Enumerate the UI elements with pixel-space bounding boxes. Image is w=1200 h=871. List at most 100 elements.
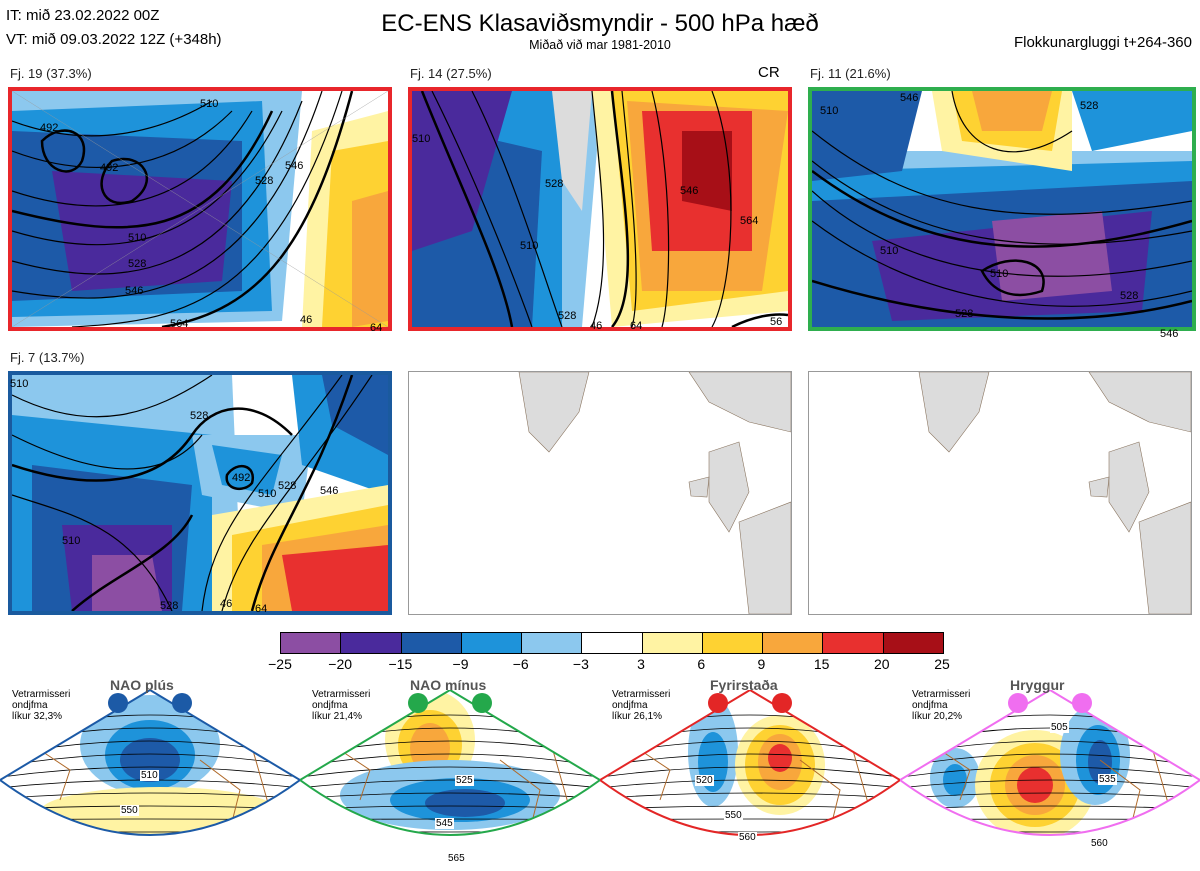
contour-label: 564 (170, 318, 189, 330)
regime-note-line: líkur 20,2% (912, 711, 963, 722)
colorbar-tick-label: −9 (452, 656, 469, 672)
regime-marker-dot (1008, 693, 1028, 713)
contour-label: 492 (232, 472, 251, 484)
colorbar-tick-label: 20 (874, 656, 890, 672)
panel-3-label: Fj. 11 (21.6%) (810, 66, 891, 81)
regime-fan-map (600, 690, 900, 836)
regime-note-line: ondjfma (12, 700, 48, 711)
contour-label: 528 (278, 480, 297, 492)
regime-marker-dot (408, 693, 428, 713)
regime-contour-label: 545 (435, 818, 454, 829)
contour-label: 510 (10, 378, 29, 390)
contour-label: 64 (370, 322, 383, 334)
contour-label: 546 (1160, 328, 1179, 340)
regime-note-line: ondjfma (912, 700, 948, 711)
cluster-map-4 (8, 371, 392, 615)
contour-label: 510 (200, 98, 219, 110)
contour-label: 546 (320, 485, 339, 497)
panel-2-tag: CR (758, 64, 780, 81)
cluster-map-3 (808, 87, 1196, 331)
regime-marker-dot (108, 693, 128, 713)
contour-label: 46 (220, 598, 233, 610)
panel-4-label: Fj. 7 (13.7%) (10, 350, 85, 365)
regime-note-line: Vetrarmisseri (312, 689, 371, 700)
colorbar-swatch (701, 633, 763, 653)
contour-label: 492 (100, 162, 119, 174)
regime-contour-label: 565 (447, 853, 466, 864)
regime-note-line: Vetrarmisseri (912, 689, 971, 700)
colorbar-swatch (460, 633, 522, 653)
colorbar-tick-label: −3 (572, 656, 589, 672)
regime-contour-label: 505 (1050, 722, 1069, 733)
regime-title: NAO mínus (410, 677, 487, 693)
colorbar-swatch (641, 633, 702, 653)
regime-title: Fyrirstaða (710, 677, 778, 693)
contour-label: 64 (255, 603, 268, 615)
contour-label: 510 (258, 488, 277, 500)
contour-label: 528 (160, 600, 179, 612)
contour-label: 510 (820, 105, 839, 117)
regime-contour-label: 550 (724, 810, 743, 821)
colorbar-swatch (882, 633, 943, 653)
regime-contour-label: 560 (1090, 838, 1109, 849)
contour-label: 528 (255, 175, 274, 187)
regime-note-line: líkur 21,4% (312, 711, 363, 722)
colorbar-swatch (340, 633, 401, 653)
contour-label: 528 (558, 310, 577, 322)
colorbar-tick-label: −15 (388, 656, 413, 672)
contour-label: 510 (62, 535, 81, 547)
initial-time: IT: mið 23.02.2022 00Z (6, 7, 160, 24)
contour-label: 510 (990, 268, 1009, 280)
contour-label: 528 (128, 258, 147, 270)
contour-label: 510 (128, 232, 147, 244)
empty-map-5 (408, 371, 792, 615)
regime-title: Hryggur (1010, 677, 1065, 693)
panel-2-label: Fj. 14 (27.5%) (410, 66, 492, 81)
colorbar-tick-label: 3 (637, 656, 645, 672)
anomaly-colorbar (280, 632, 944, 654)
regime-note-line: ondjfma (312, 700, 348, 711)
regime-contour-label: 550 (120, 805, 139, 816)
contour-label: 528 (190, 410, 209, 422)
contour-label: 564 (740, 215, 759, 227)
contour-label: 528 (1080, 100, 1099, 112)
colorbar-swatch (762, 633, 823, 653)
colorbar-tick-label: −6 (512, 656, 529, 672)
regime-note-line: Vetrarmisseri (12, 689, 71, 700)
colorbar-swatch (400, 633, 461, 653)
regime-contour-label: 510 (140, 770, 159, 781)
page-subtitle: Miðað við mar 1981-2010 (529, 38, 671, 52)
panel-1-label: Fj. 19 (37.3%) (10, 66, 92, 81)
regime-note-line: ondjfma (612, 700, 648, 711)
contour-label: 546 (285, 160, 304, 172)
contour-label: 546 (680, 185, 699, 197)
colorbar-swatch (521, 633, 582, 653)
regime-fan-map (300, 690, 600, 836)
contour-label: 46 (590, 320, 603, 332)
colorbar-tick-label: −25 (268, 656, 292, 672)
regime-marker-dot (772, 693, 792, 713)
regime-note-line: Vetrarmisseri (612, 689, 671, 700)
colorbar-tick-label: 9 (757, 656, 766, 672)
regime-contour-label: 525 (455, 775, 474, 786)
cluster-map-1 (8, 87, 392, 331)
colorbar-tick-label: 15 (813, 656, 830, 672)
colorbar-tick-label: 6 (697, 656, 706, 672)
contour-label: 528 (955, 308, 974, 320)
valid-time: VT: mið 09.03.2022 12Z (+348h) (6, 31, 222, 48)
contour-label: 546 (125, 285, 144, 297)
contour-label: 510 (412, 133, 431, 145)
contour-label: 510 (880, 245, 899, 257)
colorbar-swatch (822, 633, 883, 653)
colorbar-tick-label: −20 (328, 656, 353, 672)
contour-label: 46 (300, 314, 313, 326)
regime-marker-dot (172, 693, 192, 713)
regime-title: NAO plús (110, 677, 174, 693)
colorbar-swatch (581, 633, 642, 653)
regime-marker-dot (1072, 693, 1092, 713)
contour-label: 64 (630, 320, 643, 332)
cluster-map-2 (408, 87, 792, 331)
contour-label: 56 (770, 316, 783, 328)
contour-label: 492 (40, 122, 59, 134)
page-title: EC-ENS Klasaviðsmyndir - 500 hPa hæð (381, 10, 819, 37)
